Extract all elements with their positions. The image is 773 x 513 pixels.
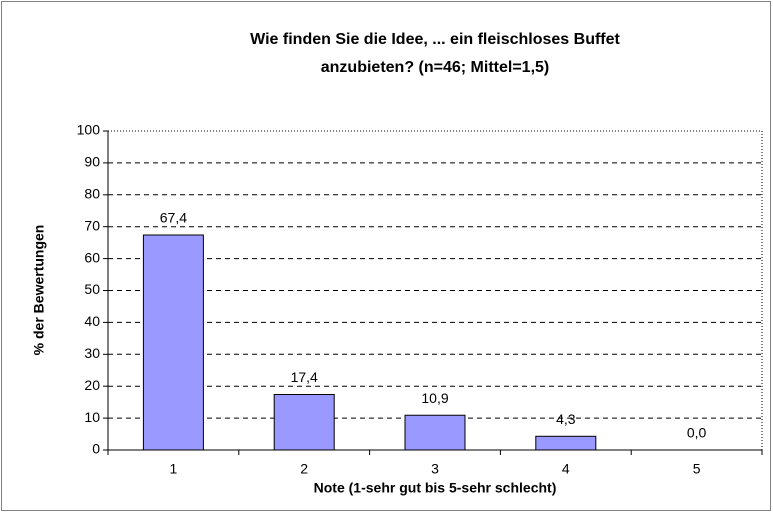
y-tick-label: 0: [92, 441, 100, 457]
y-tick-label: 50: [84, 281, 100, 297]
y-tick-label: 40: [84, 313, 100, 329]
y-tick-label: 70: [84, 217, 100, 233]
y-tick-label: 100: [77, 122, 101, 138]
value-label: 0,0: [687, 425, 707, 441]
value-label: 10,9: [421, 390, 448, 406]
bar: [535, 435, 597, 451]
y-tick-label: 20: [84, 377, 100, 393]
y-tick-label: 80: [84, 186, 100, 202]
value-label: 17,4: [291, 369, 318, 385]
bar: [142, 234, 204, 451]
x-tick-label: 3: [431, 461, 439, 477]
chart-title: anzubieten? (n=46; Mittel=1,5): [321, 59, 549, 76]
bar: [273, 393, 335, 451]
y-axis-title: % der Bewertungen: [31, 225, 47, 356]
x-tick-label: 4: [562, 461, 570, 477]
y-tick-label: 60: [84, 249, 100, 265]
x-tick-label: 5: [693, 461, 701, 477]
x-tick-label: 2: [300, 461, 308, 477]
y-tick-label: 10: [84, 409, 100, 425]
y-tick-label: 90: [84, 154, 100, 170]
bar: [404, 414, 466, 451]
value-label: 67,4: [160, 210, 187, 226]
value-label: 4,3: [556, 411, 576, 427]
x-axis-title: Note (1-sehr gut bis 5-sehr schlecht): [314, 480, 557, 496]
chart-title: Wie finden Sie die Idee, ... ein fleisch…: [250, 31, 620, 48]
x-tick-label: 1: [170, 461, 178, 477]
y-tick-label: 30: [84, 345, 100, 361]
